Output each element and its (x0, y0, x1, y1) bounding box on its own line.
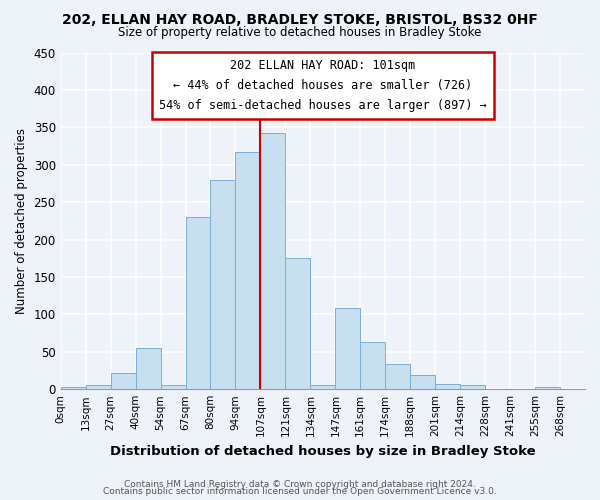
Bar (211, 180, 235, 389)
Text: 202 ELLAN HAY ROAD: 101sqm
← 44% of detached houses are smaller (726)
54% of sem: 202 ELLAN HAY ROAD: 101sqm ← 44% of deta… (159, 59, 487, 112)
Bar (286, 258, 310, 389)
Bar (61, 387, 86, 389)
Bar (110, 372, 136, 389)
Bar (410, 375, 435, 389)
Bar (86, 384, 110, 389)
Bar (360, 342, 385, 389)
Bar (235, 152, 260, 389)
Bar (385, 364, 410, 389)
Text: Contains HM Land Registry data © Crown copyright and database right 2024.: Contains HM Land Registry data © Crown c… (124, 480, 476, 489)
Bar (161, 386, 185, 389)
Text: Contains public sector information licensed under the Open Government Licence v3: Contains public sector information licen… (103, 488, 497, 496)
Bar (260, 134, 286, 389)
Bar (185, 217, 211, 389)
Bar (460, 386, 485, 389)
X-axis label: Distribution of detached houses by size in Bradley Stoke: Distribution of detached houses by size … (110, 444, 536, 458)
Y-axis label: Number of detached properties: Number of detached properties (15, 128, 28, 314)
Text: 202, ELLAN HAY ROAD, BRADLEY STOKE, BRISTOL, BS32 0HF: 202, ELLAN HAY ROAD, BRADLEY STOKE, BRIS… (62, 12, 538, 26)
Bar (535, 387, 560, 389)
Bar (310, 386, 335, 389)
Text: Size of property relative to detached houses in Bradley Stoke: Size of property relative to detached ho… (118, 26, 482, 39)
Bar (435, 384, 460, 389)
Bar (136, 348, 161, 389)
Bar (335, 308, 360, 389)
